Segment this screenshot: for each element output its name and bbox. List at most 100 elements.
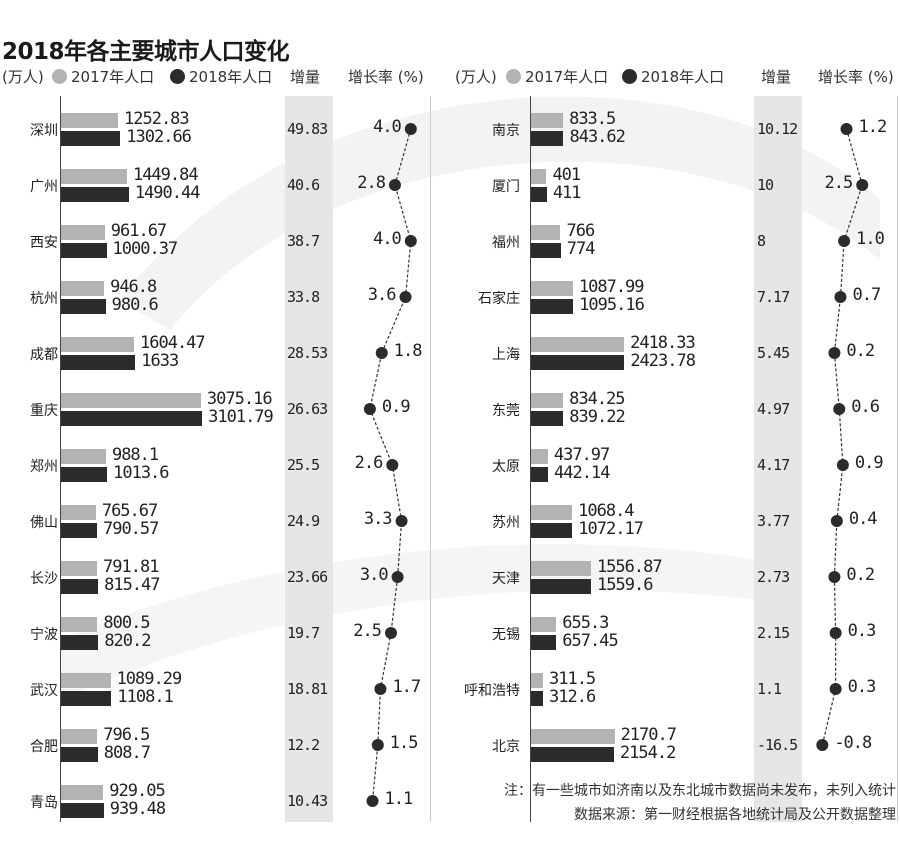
rate-header: 增长率 (%): [348, 68, 424, 86]
growth-rate-point: [385, 627, 397, 639]
bar-value: 411: [552, 183, 582, 203]
bar-value: 815.47: [104, 575, 160, 595]
bar-2017: [531, 673, 543, 688]
increment-value: 10.12: [757, 120, 798, 138]
growth-rate-label: 0.9: [381, 397, 411, 417]
growth-rate-label: 1.8: [393, 341, 423, 361]
bar-2018: [531, 579, 592, 594]
bar-2017: [61, 281, 105, 296]
legend-dot-2018-icon: [622, 69, 637, 84]
increment-value: 7.17: [757, 288, 790, 306]
bar-2017: [531, 729, 615, 744]
growth-rate-label: 3.6: [367, 285, 397, 305]
city-label: 石家庄: [478, 291, 520, 307]
bar-2018: [61, 467, 108, 482]
growth-rate-label: 1.5: [389, 733, 419, 753]
bar-value: 833.5: [569, 109, 616, 129]
bar-value: 939.48: [109, 799, 166, 819]
city-label: 成都: [30, 347, 58, 363]
bar-2018: [531, 243, 561, 258]
growth-rate-point: [838, 235, 851, 247]
legend-dot-2017-icon: [52, 69, 67, 84]
bar-2017: [61, 561, 98, 576]
city-label: 武汉: [30, 683, 58, 699]
bar-2018: [531, 299, 574, 314]
city-label: 宁波: [30, 627, 58, 643]
bar-2017: [531, 505, 573, 520]
bar-2018: [531, 691, 544, 706]
bar-value: 774: [566, 239, 596, 259]
bar-2017: [531, 337, 625, 352]
legend-2018: 2018年人口: [622, 66, 724, 87]
bar-value: 843.62: [569, 127, 625, 147]
growth-rate-point: [391, 571, 404, 583]
city-label: 太原: [492, 459, 520, 475]
bar-value: 834.25: [569, 389, 625, 409]
bar-2018: [531, 747, 614, 762]
city-label: 福州: [492, 235, 520, 251]
bar-2017: [61, 393, 201, 408]
increment-value: 10.43: [287, 792, 328, 810]
rate-header: 增长率 (%): [818, 68, 894, 86]
increment-band: [754, 96, 802, 822]
growth-rate-point: [395, 515, 408, 527]
increment-value: -16.5: [757, 736, 798, 754]
growth-rate-point: [830, 515, 843, 527]
axis-line: [60, 96, 61, 822]
bar-value: 766: [566, 221, 595, 241]
bar-2017: [531, 225, 561, 240]
increment-value: 3.77: [757, 512, 790, 530]
growth-rate-point: [829, 627, 842, 639]
bar-value: 961.67: [110, 221, 167, 241]
bar-2018: [531, 187, 547, 202]
bar-2017: [531, 281, 573, 296]
bar-value: 655.3: [562, 613, 609, 633]
increment-value: 26.63: [287, 400, 328, 418]
bar-2017: [61, 617, 98, 632]
bar-2018: [531, 355, 625, 370]
bar-2018: [61, 635, 99, 650]
growth-rate-point: [834, 291, 847, 303]
growth-rate-point: [833, 403, 846, 415]
increment-value: 18.81: [287, 680, 328, 698]
bar-2018: [531, 411, 564, 426]
bar-value: 2423.78: [630, 351, 696, 371]
growth-rate-point: [856, 179, 869, 191]
bar-value: 1604.47: [140, 333, 206, 353]
increment-value: 4.97: [757, 400, 790, 418]
bar-2018: [61, 691, 112, 706]
bar-value: 796.5: [103, 725, 150, 745]
bar-value: 808.7: [103, 743, 151, 763]
growth-rate-point: [404, 235, 417, 247]
growth-rate-label: 0.3: [847, 677, 877, 697]
legend-label: 2017年人口: [525, 68, 609, 86]
increment-value: 12.2: [287, 736, 320, 754]
increment-value: 1.1: [757, 680, 782, 698]
growth-rate-point: [816, 739, 829, 751]
legend-label: 2018年人口: [641, 68, 725, 86]
bar-2017: [61, 449, 106, 464]
bar-value: 1087.99: [578, 277, 645, 297]
increment-value: 10: [757, 176, 774, 194]
bar-2018: [61, 187, 129, 202]
unit-label: (万人): [2, 68, 44, 86]
growth-rate-label: 2.8: [357, 173, 386, 193]
legend-2017: 2017年人口: [52, 66, 154, 87]
bar-value: 839.22: [569, 407, 625, 427]
growth-rate-label: 1.7: [392, 677, 421, 697]
bar-2017: [61, 505, 96, 520]
growth-rate-label: 2.6: [354, 453, 384, 473]
panel-divider: [430, 96, 431, 822]
city-label: 南京: [492, 123, 520, 139]
increment-value: 38.7: [287, 232, 320, 250]
growth-rate-label: 4.0: [373, 229, 402, 249]
city-label: 苏州: [492, 515, 520, 531]
city-label: 上海: [492, 347, 520, 363]
bar-value: 980.6: [111, 295, 159, 315]
legend-2017: 2017年人口: [506, 66, 608, 87]
bar-value: 946.8: [110, 277, 157, 297]
bar-2018: [531, 635, 557, 650]
bar-2018: [61, 411, 203, 426]
bar-2017: [61, 337, 134, 352]
bar-value: 1108.1: [117, 687, 173, 707]
